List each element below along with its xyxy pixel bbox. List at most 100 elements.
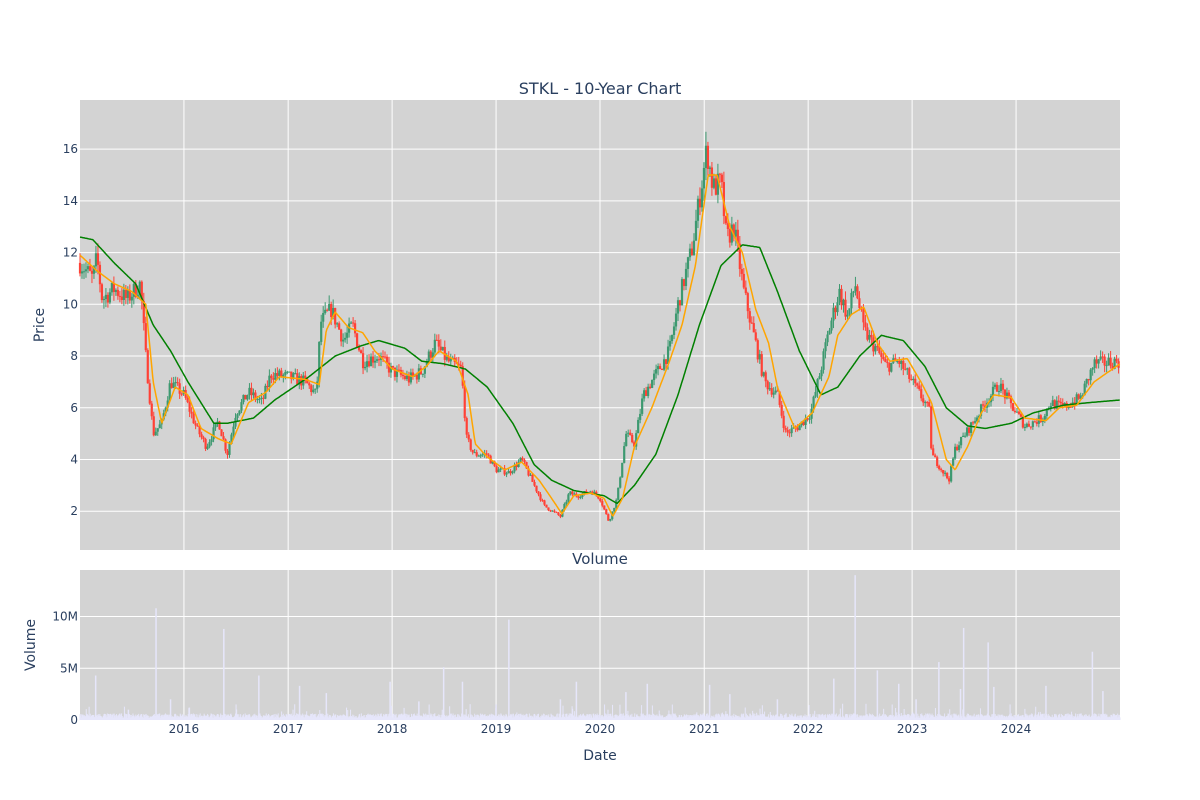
candle-body	[631, 434, 634, 443]
candle-body	[411, 372, 415, 376]
candle-body	[429, 351, 432, 358]
volume-bar	[823, 714, 825, 720]
volume-bar	[520, 714, 522, 720]
volume-bar	[447, 716, 449, 720]
candle-body	[192, 413, 195, 424]
candle-body	[902, 360, 905, 369]
volume-bar	[1033, 717, 1035, 720]
volume-bar	[1095, 717, 1097, 720]
volume-bar	[953, 713, 955, 720]
volume-bar	[651, 715, 653, 720]
volume-bar	[376, 716, 378, 720]
volume-bar	[137, 714, 139, 720]
volume-bar	[383, 714, 385, 720]
volume-y-tick-label: 5M	[60, 661, 78, 675]
candle-body	[415, 374, 418, 380]
volume-bar	[699, 717, 701, 720]
volume-bar	[471, 715, 473, 720]
volume-bar	[152, 714, 154, 720]
candle-body	[258, 398, 261, 400]
volume-bar	[932, 715, 934, 720]
volume-bar	[754, 713, 756, 720]
volume-bar	[98, 716, 100, 720]
volume-bar	[715, 714, 717, 720]
volume-bar	[1085, 714, 1087, 720]
volume-bar	[110, 713, 112, 720]
candle-body	[391, 365, 395, 368]
volume-bar	[370, 716, 372, 720]
candle-body	[934, 455, 937, 458]
volume-bar	[148, 717, 150, 720]
volume-bar	[557, 717, 559, 720]
candle-body	[533, 481, 536, 486]
volume-bar	[203, 716, 205, 720]
volume-bar	[788, 717, 790, 720]
volume-bar	[1083, 715, 1085, 720]
volume-bar	[579, 715, 581, 720]
volume-bar	[225, 714, 227, 720]
volume-bar	[260, 717, 262, 720]
volume-bar	[819, 715, 821, 720]
volume-bar	[494, 715, 496, 720]
volume-bar	[852, 714, 854, 720]
volume-bar	[424, 714, 426, 720]
volume-bar	[1029, 714, 1031, 720]
volume-bar	[424, 716, 426, 720]
volume-bar	[295, 715, 297, 720]
volume-bar	[530, 715, 532, 720]
volume-bar	[491, 715, 493, 720]
volume-bar	[1064, 716, 1066, 720]
volume-bar	[962, 709, 964, 720]
volume-bar	[1093, 713, 1095, 720]
volume-spike-bar	[833, 678, 835, 720]
volume-bar	[1061, 715, 1063, 720]
candle-body	[212, 427, 215, 440]
volume-bar	[596, 713, 598, 720]
volume-bar	[594, 717, 596, 720]
volume-bar	[1002, 715, 1004, 720]
volume-bar	[762, 714, 764, 720]
volume-bar	[556, 714, 558, 720]
volume-bar	[749, 713, 751, 720]
volume-bar	[364, 715, 366, 720]
candle-body	[517, 461, 520, 468]
volume-bar	[807, 716, 809, 720]
volume-bar	[740, 714, 742, 720]
volume-bar	[505, 713, 507, 720]
candle-body	[1011, 403, 1015, 411]
candle-body	[963, 435, 967, 437]
candle-body	[932, 448, 935, 456]
volume-bar	[977, 717, 979, 720]
volume-bar	[781, 714, 783, 720]
volume-bar	[1020, 716, 1022, 720]
volume-bar	[602, 717, 604, 720]
volume-bar	[449, 706, 451, 720]
volume-bar	[163, 716, 165, 720]
volume-bar	[869, 715, 871, 720]
volume-bar	[1106, 714, 1108, 720]
volume-bar	[373, 717, 375, 720]
volume-bar	[406, 717, 408, 720]
candle-body	[645, 390, 648, 397]
volume-bar	[232, 717, 234, 720]
volume-bar	[863, 716, 865, 720]
volume-bar	[879, 713, 881, 720]
volume-bar	[771, 716, 773, 720]
volume-bar	[150, 716, 152, 720]
volume-bar	[837, 716, 839, 720]
volume-bar	[334, 714, 336, 720]
candle-body	[774, 390, 777, 393]
volume-bar	[148, 717, 150, 720]
volume-bar	[203, 713, 205, 720]
volume-bar	[217, 714, 219, 720]
volume-bar	[891, 704, 893, 720]
candle-body	[525, 462, 528, 469]
volume-bar	[985, 715, 987, 720]
volume-bar	[283, 716, 285, 720]
volume-bar	[786, 717, 788, 720]
volume-bar	[186, 716, 188, 720]
volume-bar	[379, 716, 381, 720]
volume-bar	[261, 716, 263, 720]
x-tick-label: 2018	[377, 722, 408, 736]
candle-body	[286, 371, 289, 373]
